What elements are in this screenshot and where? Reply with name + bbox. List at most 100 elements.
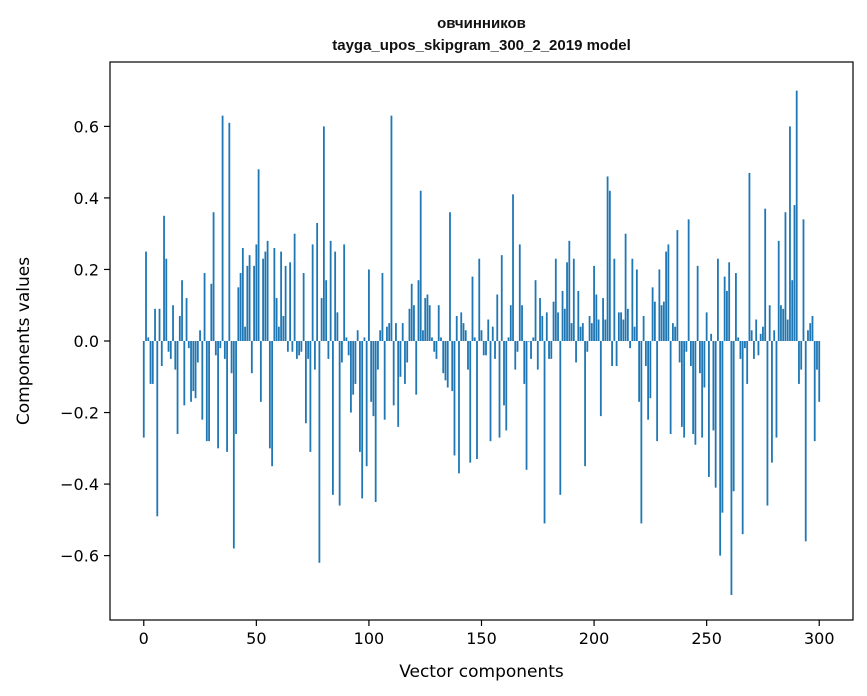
- bar-244: [692, 341, 695, 434]
- bar-197: [586, 341, 589, 352]
- bar-265: [739, 341, 742, 359]
- bar-243: [689, 341, 692, 367]
- bar-219: [635, 269, 638, 341]
- bar-0: [142, 341, 145, 438]
- bar-124: [422, 330, 424, 341]
- bar-236: [674, 326, 677, 341]
- bar-297: [811, 315, 814, 341]
- bar-35: [221, 115, 224, 342]
- bar-140: [458, 341, 460, 474]
- bar-132: [440, 337, 442, 341]
- bar-209: [613, 258, 616, 341]
- bar-60: [277, 326, 280, 341]
- x-tick-label: 0: [139, 629, 149, 648]
- bar-162: [507, 337, 510, 341]
- x-tick-label: 250: [691, 629, 722, 648]
- bar-199: [590, 323, 593, 341]
- bar-48: [250, 341, 253, 374]
- bar-288: [791, 280, 794, 341]
- bar-289: [793, 205, 796, 341]
- bar-248: [701, 341, 704, 438]
- bar-300: [818, 341, 821, 402]
- bars-group: [142, 90, 821, 595]
- bar-194: [579, 326, 582, 341]
- bar-291: [798, 341, 800, 384]
- bar-179: [545, 312, 548, 341]
- bar-145: [469, 341, 472, 463]
- bar-296: [809, 323, 812, 341]
- bar-122: [417, 280, 420, 341]
- bar-104: [377, 341, 379, 370]
- bar-229: [658, 269, 661, 341]
- bar-54: [264, 251, 267, 341]
- bar-251: [708, 341, 710, 477]
- bar-131: [437, 305, 440, 341]
- x-tick-label: 50: [246, 629, 266, 648]
- bar-134: [444, 341, 447, 381]
- bar-136: [449, 212, 451, 341]
- bar-181: [550, 341, 553, 359]
- bar-143: [464, 330, 467, 341]
- bar-155: [491, 326, 494, 341]
- bar-79: [320, 298, 323, 341]
- bar-97: [361, 341, 364, 499]
- y-axis: −0.6 −0.4 −0.2 0.0 0.2 0.4 0.6: [60, 117, 110, 566]
- bar-18: [183, 341, 186, 406]
- bar-3: [149, 341, 152, 384]
- bar-101: [370, 341, 373, 402]
- bar-262: [732, 341, 735, 492]
- bar-246: [696, 265, 699, 341]
- bar-282: [777, 240, 780, 341]
- bar-147: [473, 337, 476, 341]
- bar-254: [714, 341, 717, 488]
- bar-126: [426, 294, 429, 341]
- bar-45: [244, 326, 246, 341]
- bar-260: [728, 262, 731, 341]
- bar-173: [532, 337, 535, 341]
- bar-176: [539, 298, 541, 341]
- bar-144: [467, 341, 469, 370]
- bar-102: [372, 341, 375, 417]
- bar-293: [802, 219, 805, 341]
- bar-158: [498, 341, 501, 438]
- bar-4: [151, 341, 154, 384]
- bar-24: [196, 341, 199, 363]
- bar-200: [593, 265, 595, 341]
- bar-298: [813, 341, 816, 442]
- y-tick-label: −0.6: [60, 547, 99, 566]
- bar-279: [771, 341, 773, 463]
- bar-33: [217, 341, 219, 449]
- bar-201: [595, 294, 598, 341]
- y-tick-label: −0.4: [60, 475, 99, 494]
- bar-177: [541, 315, 544, 341]
- bar-20: [187, 341, 190, 349]
- bar-89: [343, 244, 346, 341]
- bar-205: [604, 319, 607, 341]
- bar-6: [156, 341, 159, 517]
- bar-58: [273, 248, 276, 341]
- bar-178: [543, 341, 546, 524]
- bar-210: [615, 341, 618, 367]
- bar-257: [721, 341, 724, 513]
- bar-40: [232, 341, 235, 549]
- bar-75: [311, 244, 314, 341]
- bar-234: [669, 341, 672, 434]
- bar-106: [381, 273, 384, 341]
- bar-168: [521, 305, 523, 341]
- bar-240: [683, 341, 686, 438]
- bar-49: [253, 265, 255, 341]
- x-axis-label: Vector components: [399, 662, 564, 682]
- bar-160: [503, 341, 505, 406]
- bar-130: [435, 341, 438, 359]
- bar-182: [552, 301, 555, 341]
- bar-5: [154, 308, 156, 341]
- bar-66: [291, 341, 294, 352]
- bar-217: [631, 258, 634, 341]
- bar-188: [566, 262, 568, 341]
- bar-128: [431, 337, 433, 341]
- bar-17: [181, 280, 183, 341]
- bar-120: [413, 305, 415, 341]
- bar-292: [800, 341, 803, 370]
- bar-156: [494, 341, 496, 359]
- bar-186: [561, 290, 564, 341]
